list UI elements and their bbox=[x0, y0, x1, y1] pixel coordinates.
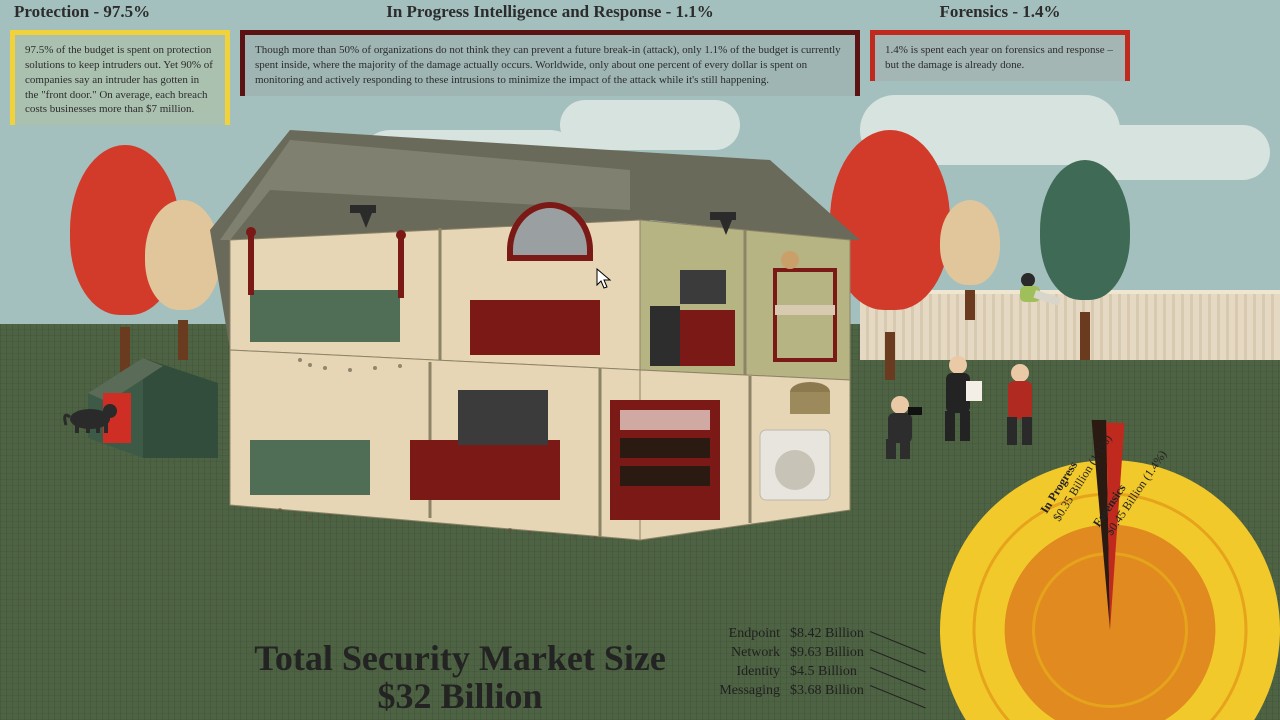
breakdown-label-1: Network bbox=[640, 644, 780, 663]
box-protection-body: 97.5% of the budget is spent on protecti… bbox=[10, 30, 230, 125]
house-cutaway bbox=[210, 110, 860, 550]
box-inprogress-body: Though more than 50% of organizations do… bbox=[240, 30, 860, 96]
person-over-fence bbox=[1010, 268, 1070, 323]
tree-green-right bbox=[1040, 160, 1130, 360]
box-inprogress: In Progress Intelligence and Response - … bbox=[240, 0, 860, 125]
tree-tan-left bbox=[145, 200, 220, 360]
market-breakdown: Endpoint$8.42 Billion Network$9.63 Billi… bbox=[600, 625, 900, 701]
dog bbox=[60, 395, 120, 440]
top-info-boxes: Protection - 97.5% 97.5% of the budget i… bbox=[0, 0, 1280, 125]
box-forensics-body: 1.4% is spent each year on forensics and… bbox=[870, 30, 1130, 81]
box-forensics: Forensics - 1.4% 1.4% is spent each year… bbox=[870, 0, 1130, 125]
tree-tan-back-right bbox=[940, 200, 1000, 320]
breakdown-label-3: Messaging bbox=[640, 682, 780, 701]
breakdown-label-2: Identity bbox=[640, 663, 780, 682]
budget-pie: In Progress $0.35 Billion (1.1%) Forensi… bbox=[900, 420, 1280, 720]
breakdown-label-0: Endpoint bbox=[640, 625, 780, 644]
box-forensics-title: Forensics - 1.4% bbox=[870, 0, 1130, 30]
box-protection-title: Protection - 97.5% bbox=[10, 0, 230, 30]
cursor-icon bbox=[596, 268, 612, 290]
box-inprogress-title: In Progress Intelligence and Response - … bbox=[240, 0, 860, 30]
box-protection: Protection - 97.5% 97.5% of the budget i… bbox=[10, 0, 230, 125]
